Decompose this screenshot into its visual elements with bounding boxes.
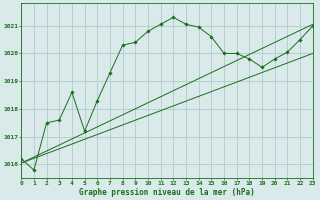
X-axis label: Graphe pression niveau de la mer (hPa): Graphe pression niveau de la mer (hPa) <box>79 188 255 197</box>
